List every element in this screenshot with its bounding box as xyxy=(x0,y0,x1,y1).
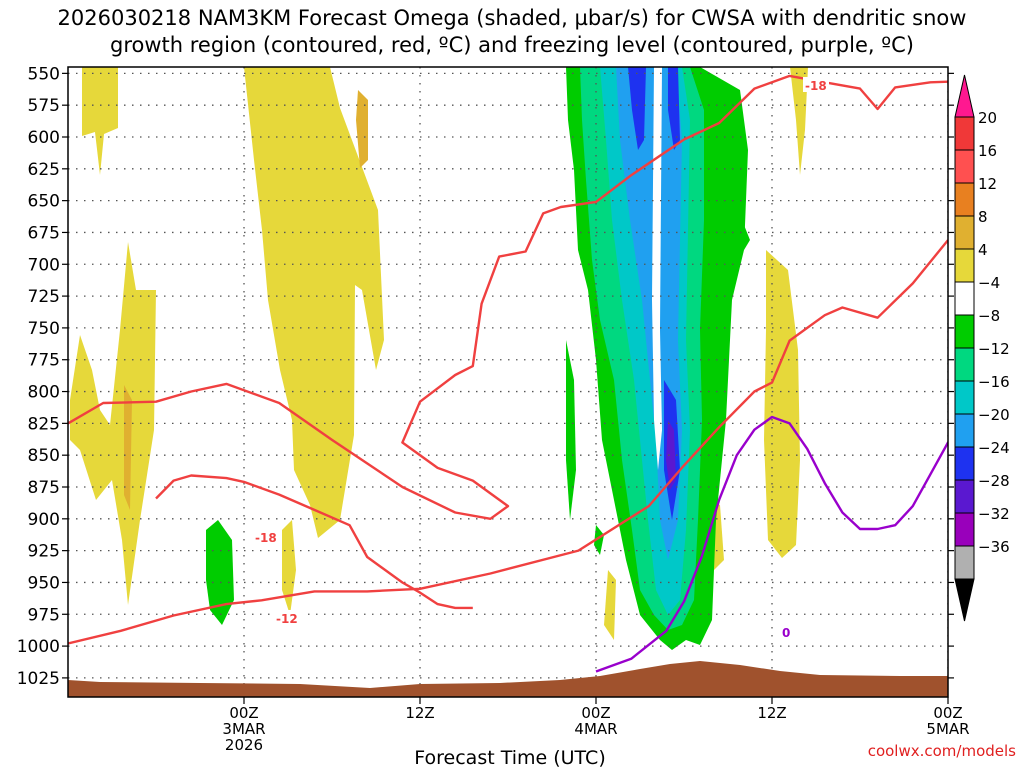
plot-border xyxy=(67,66,949,698)
y-tick-label-700: 700 xyxy=(28,255,60,275)
colorbar-label-1: 16 xyxy=(978,142,997,160)
y-tick-label-725: 725 xyxy=(28,287,60,307)
omega-shade-right-top xyxy=(790,67,808,175)
colorbar-label-11: −28 xyxy=(978,472,1010,490)
contour-labels: -18 -18 -12 0 xyxy=(253,77,829,640)
colorbar-swatch-14 xyxy=(954,545,975,580)
omega-shade-green-left xyxy=(206,520,234,625)
y-tick-label-1000: 1000 xyxy=(17,637,60,657)
y-tick-label-650: 650 xyxy=(28,192,60,212)
colorbar-top-arrow xyxy=(954,74,975,118)
omega-shade-purple-core xyxy=(666,420,676,490)
chart-title-line-2: growth region (contoured, red, ºC) and f… xyxy=(110,33,914,57)
x-tick-label-40-0: 00Z xyxy=(933,704,962,722)
colorbar-label-6: −8 xyxy=(978,307,1000,325)
y-tick-label-775: 775 xyxy=(28,351,60,371)
contour-series-2 xyxy=(155,474,473,610)
colorbar-swatch-13 xyxy=(954,512,975,547)
colorbar-swatch-8 xyxy=(954,347,975,382)
colorbar-swatch-7 xyxy=(954,314,975,349)
omega-shading xyxy=(70,67,808,650)
omega-shade-green-thin xyxy=(566,340,576,520)
plot-area xyxy=(68,67,948,697)
omega-shade-low-patch xyxy=(604,570,616,640)
contour-series-4 xyxy=(595,415,948,673)
colorbar-swatch-5 xyxy=(954,248,975,283)
omega-shade-white-gap xyxy=(652,67,662,470)
y-tick-label-875: 875 xyxy=(28,478,60,498)
colorbar-bottom-arrow xyxy=(954,578,975,622)
colorbar: 20 16 12 8 4 −4 −8 −12 −16 −20 −24 −28 −32 −36 xyxy=(954,74,1010,622)
omega-shade-left-column xyxy=(70,242,156,605)
contour-series-0 xyxy=(68,239,948,645)
contour-label-dgz-lower: -18 xyxy=(255,531,277,545)
contour-lines xyxy=(68,74,948,673)
colorbar-label-0: 20 xyxy=(978,109,997,127)
credit-text: coolwx.com/models xyxy=(868,742,1016,760)
terrain-surface xyxy=(68,661,948,697)
colorbar-label-13: −36 xyxy=(978,538,1010,556)
y-tick-label-625: 625 xyxy=(28,160,60,180)
x-axis-title: Forecast Time (UTC) xyxy=(414,747,605,768)
omega-shade-orange-left xyxy=(124,385,132,510)
contour-label-freezing: 0 xyxy=(782,626,790,640)
contour-label-dgz-top: -18 xyxy=(805,79,827,93)
contour-label-dgz-bottom: -12 xyxy=(276,612,298,626)
colorbar-swatch-12 xyxy=(954,479,975,514)
y-tick-label-675: 675 xyxy=(28,223,60,243)
omega-shade-right-column xyxy=(764,250,800,558)
x-tick-label-0-0: 00Z xyxy=(229,704,258,722)
gridlines xyxy=(68,67,948,697)
chart-title-line-1: 2026030218 NAM3KM Forecast Omega (shaded… xyxy=(58,6,967,30)
contour-series-1 xyxy=(68,74,948,520)
y-tick-label-925: 925 xyxy=(28,542,60,562)
y-tick-label-900: 900 xyxy=(28,510,60,530)
x-tick-label-40-1: 5MAR xyxy=(926,720,969,738)
y-tick-label-550: 550 xyxy=(28,64,60,84)
colorbar-label-2: 12 xyxy=(978,175,997,193)
omega-shade-mid-patch xyxy=(282,520,296,615)
y-tick-label-1025: 1025 xyxy=(17,669,60,689)
colorbar-swatch-10 xyxy=(954,413,975,448)
colorbar-swatch-2 xyxy=(954,149,975,184)
colorbar-label-3: 8 xyxy=(978,208,988,226)
colorbar-swatch-9 xyxy=(954,380,975,415)
omega-shade-orange-top xyxy=(356,90,368,168)
colorbar-label-4: 4 xyxy=(978,241,988,259)
omega-shade-blue xyxy=(628,67,680,520)
colorbar-label-5: −4 xyxy=(978,274,1000,292)
x-tick-label-30-0: 12Z xyxy=(757,704,786,722)
colorbar-label-8: −16 xyxy=(978,373,1010,391)
y-tick-label-850: 850 xyxy=(28,446,60,466)
y-tick-label-975: 975 xyxy=(28,605,60,625)
x-tick-label-0-1: 3MAR xyxy=(222,720,265,738)
x-tick-label-20-1: 4MAR xyxy=(574,720,617,738)
colorbar-swatch-6 xyxy=(954,281,975,316)
y-tick-label-825: 825 xyxy=(28,414,60,434)
x-tick-label-20-0: 00Z xyxy=(581,704,610,722)
omega-shade-upper-column xyxy=(244,67,384,538)
colorbar-swatch-1 xyxy=(954,116,975,151)
y-axis: 550 575 600 625 650 675 700 725 750 775 800 825 850 8… xyxy=(17,64,954,689)
colorbar-swatch-4 xyxy=(954,215,975,250)
y-tick-label-750: 750 xyxy=(28,319,60,339)
colorbar-swatch-3 xyxy=(954,182,975,217)
x-tick-label-0-2: 2026 xyxy=(225,736,263,754)
omega-shade-upper-left xyxy=(82,67,118,175)
y-tick-label-600: 600 xyxy=(28,128,60,148)
x-tick-label-10-0: 12Z xyxy=(405,704,434,722)
y-tick-label-950: 950 xyxy=(28,573,60,593)
y-tick-label-800: 800 xyxy=(28,383,60,403)
colorbar-swatch-11 xyxy=(954,446,975,481)
colorbar-label-12: −32 xyxy=(978,505,1010,523)
colorbar-label-9: −20 xyxy=(978,406,1010,424)
y-tick-label-575: 575 xyxy=(28,96,60,116)
colorbar-label-10: −24 xyxy=(978,439,1010,457)
omega-shade-green-right xyxy=(742,220,750,250)
colorbar-label-7: −12 xyxy=(978,340,1010,358)
